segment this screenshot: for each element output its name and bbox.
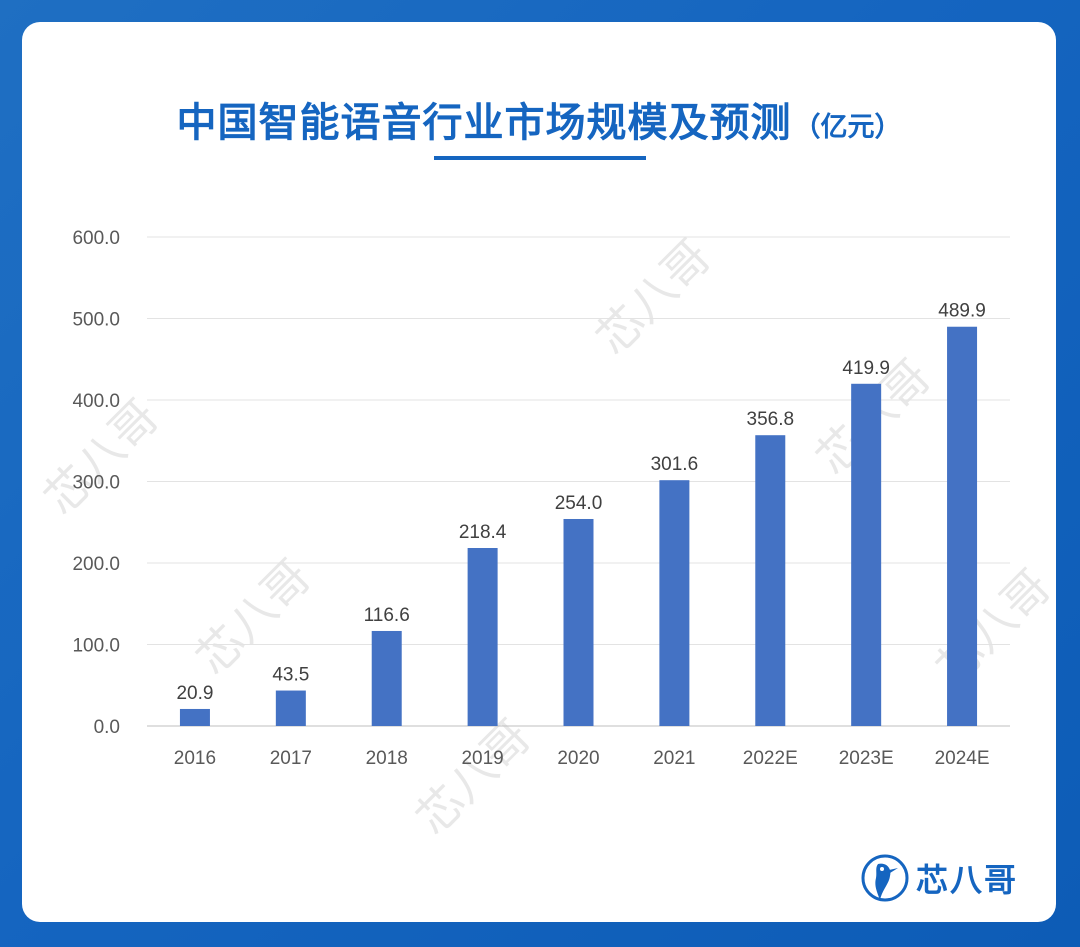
bar-chart: 0.0 100.0 200.0 300.0 400.0 500.0 600.0 20.9 201… bbox=[72, 228, 1010, 769]
x-tick-label: 2021 bbox=[653, 748, 695, 769]
data-label: 419.9 bbox=[842, 358, 890, 379]
chart-card: 中国智能语音行业市场规模及预测（亿元） 芯八哥 芯八哥 芯八哥 芯八哥 芯八哥 … bbox=[22, 22, 1061, 922]
data-label: 218.4 bbox=[459, 522, 507, 543]
y-tick-label: 300.0 bbox=[72, 473, 120, 494]
title-underline bbox=[434, 156, 646, 160]
bar bbox=[851, 383, 882, 726]
x-tick-label: 2017 bbox=[270, 748, 312, 769]
data-label: 489.9 bbox=[938, 301, 986, 322]
x-tick-label: 2018 bbox=[366, 748, 408, 769]
x-tick-label: 2023E bbox=[839, 748, 894, 769]
y-tick-label: 200.0 bbox=[72, 554, 120, 575]
data-label: 254.0 bbox=[555, 493, 603, 514]
bar bbox=[947, 326, 978, 726]
x-tick-label: 2020 bbox=[557, 748, 599, 769]
bar bbox=[659, 480, 690, 726]
x-tick-label: 2024E bbox=[935, 748, 990, 769]
data-label: 43.5 bbox=[272, 665, 309, 686]
bar bbox=[755, 435, 786, 726]
x-tick-label: 2016 bbox=[174, 748, 216, 769]
bar bbox=[563, 518, 594, 726]
title-text: 中国智能语音行业市场规模及预测 bbox=[176, 100, 792, 146]
data-label: 356.8 bbox=[747, 409, 795, 430]
y-tick-label: 600.0 bbox=[72, 228, 120, 249]
bar bbox=[371, 630, 402, 726]
x-tick-label: 2022E bbox=[743, 748, 798, 769]
bird-icon bbox=[861, 854, 909, 902]
logo-text: 芯八哥 bbox=[916, 861, 1019, 899]
y-tick-label: 0.0 bbox=[94, 717, 120, 738]
chart-title: 中国智能语音行业市场规模及预测（亿元） bbox=[22, 90, 1056, 148]
y-tick-label: 400.0 bbox=[72, 391, 120, 412]
bar bbox=[467, 548, 498, 726]
x-tick-label: 2019 bbox=[461, 748, 503, 769]
brand-logo: 芯八哥 bbox=[860, 852, 1018, 904]
bar bbox=[179, 708, 210, 726]
y-tick-label: 500.0 bbox=[72, 310, 120, 331]
title-unit: （亿元） bbox=[793, 112, 902, 143]
data-label: 116.6 bbox=[364, 605, 410, 626]
y-tick-label: 100.0 bbox=[72, 636, 120, 657]
data-label: 301.6 bbox=[651, 454, 699, 475]
bar bbox=[275, 690, 306, 726]
data-label: 20.9 bbox=[176, 683, 213, 704]
